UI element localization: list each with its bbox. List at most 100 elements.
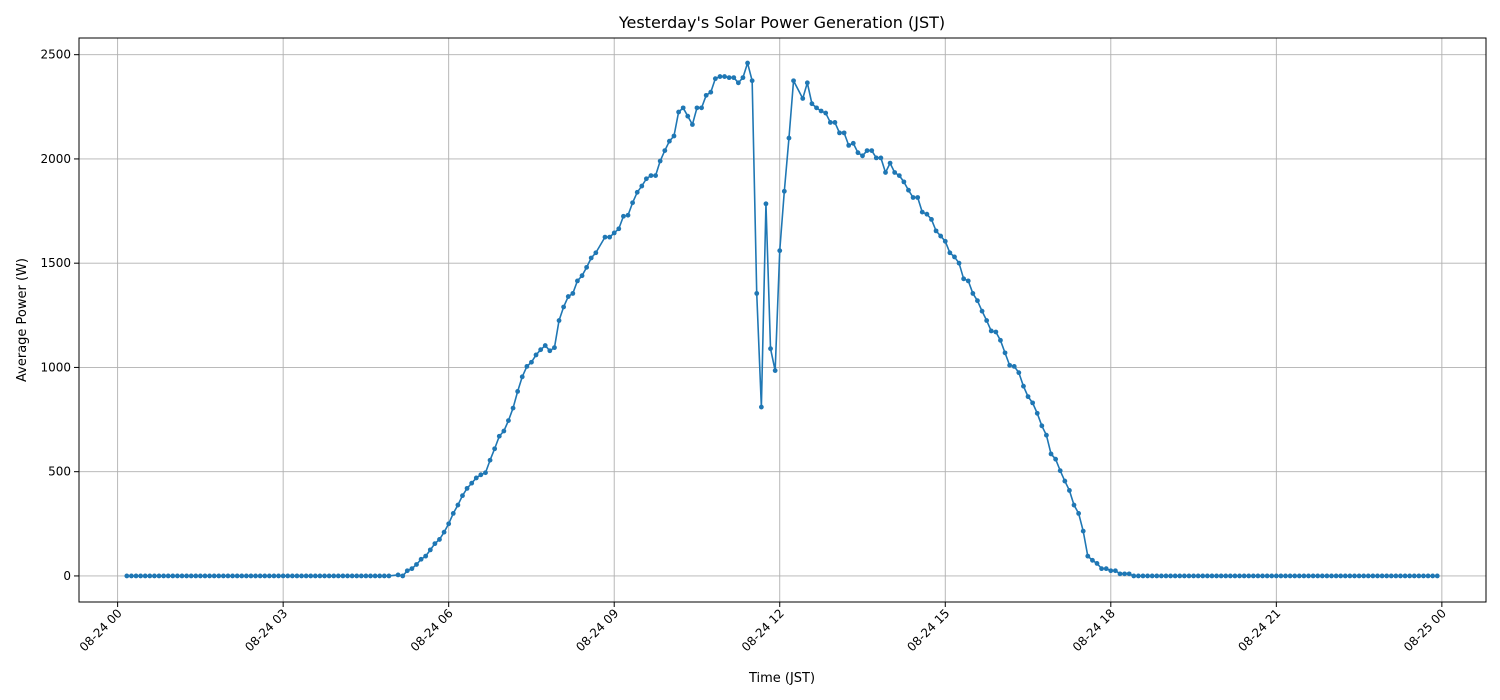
data-point [1191, 573, 1196, 579]
x-tick-label: 08-24 03 [242, 606, 290, 654]
data-point [427, 547, 433, 553]
data-point [1301, 573, 1307, 579]
data-point [975, 298, 980, 304]
data-point [717, 74, 723, 79]
data-point [262, 573, 268, 579]
data-point [1342, 573, 1348, 579]
data-point [1034, 410, 1040, 416]
data-point [745, 60, 750, 66]
data-point [299, 573, 304, 579]
data-point [211, 573, 217, 579]
data-point [175, 573, 180, 579]
data-point [621, 213, 626, 219]
data-point [630, 200, 635, 206]
data-point [285, 573, 291, 579]
data-point [860, 153, 865, 159]
data-point [1172, 573, 1178, 579]
data-point [611, 230, 617, 236]
data-point [1241, 573, 1247, 579]
data-point [358, 573, 364, 579]
data-point [883, 170, 888, 175]
data-point [552, 345, 557, 351]
data-point [197, 573, 203, 579]
data-point [331, 573, 337, 579]
x-tick-label: 08-24 06 [408, 606, 456, 654]
data-point [1296, 573, 1302, 579]
data-point [1021, 383, 1026, 389]
data-point [395, 572, 401, 578]
data-point [450, 510, 456, 516]
data-point [1232, 573, 1238, 579]
data-point [1007, 362, 1013, 368]
data-point [708, 89, 714, 95]
x-tick-label: 08-25 00 [1401, 606, 1449, 654]
data-point [308, 573, 314, 579]
data-point [510, 405, 516, 411]
data-point [653, 173, 658, 179]
data-point [1016, 370, 1022, 376]
data-point [469, 480, 475, 486]
x-tick-label: 08-24 09 [573, 606, 621, 654]
data-point [887, 160, 893, 166]
data-point [409, 566, 415, 572]
data-point [561, 304, 567, 310]
data-point [800, 96, 806, 101]
data-point [1255, 573, 1261, 579]
data-point [676, 109, 681, 115]
data-point [984, 318, 990, 323]
data-point [492, 446, 498, 452]
data-point [1393, 573, 1399, 579]
data-point [846, 142, 852, 148]
data-point [207, 573, 212, 579]
data-point [1425, 573, 1431, 579]
data-point [699, 105, 704, 111]
data-point [1067, 488, 1072, 493]
data-point [952, 254, 957, 260]
data-point [326, 573, 332, 579]
data-point [625, 212, 631, 218]
data-point [184, 573, 190, 579]
data-point [841, 130, 847, 136]
grid-lines [79, 38, 1486, 602]
data-point [317, 573, 323, 579]
data-point [1306, 573, 1311, 579]
data-point [386, 573, 392, 579]
data-point [924, 211, 930, 217]
data-point [579, 273, 585, 279]
data-point [735, 80, 741, 86]
data-point [248, 573, 254, 579]
data-point [643, 176, 649, 182]
data-point [1319, 573, 1325, 579]
data-point [671, 133, 677, 139]
data-point [501, 428, 507, 434]
data-point [487, 457, 493, 463]
data-point [1053, 456, 1059, 462]
data-point [464, 485, 470, 491]
data-point [1200, 573, 1206, 579]
data-point [1315, 573, 1321, 579]
data-point [418, 556, 424, 562]
data-point [368, 573, 373, 579]
data-point [1402, 573, 1408, 579]
data-point [129, 573, 134, 579]
data-point [1347, 573, 1353, 579]
data-point [322, 573, 327, 579]
data-point [1177, 573, 1183, 579]
data-point [220, 573, 226, 579]
data-point [138, 573, 144, 579]
data-point [731, 75, 737, 81]
data-point [519, 374, 525, 380]
data-point [216, 573, 222, 579]
data-point [1076, 510, 1082, 516]
data-point [230, 573, 235, 579]
data-point [680, 105, 686, 111]
data-series [124, 60, 1440, 579]
data-point [1117, 571, 1123, 577]
data-point [1416, 573, 1422, 579]
data-point [152, 573, 157, 579]
data-point [712, 76, 718, 82]
data-point [1278, 573, 1284, 579]
data-point [818, 108, 824, 114]
data-point [349, 573, 355, 579]
